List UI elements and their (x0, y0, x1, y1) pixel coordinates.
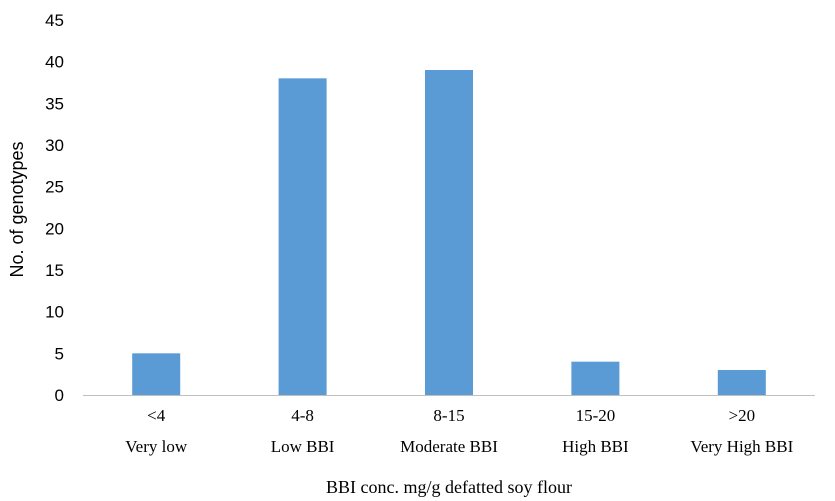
x-tick-label: 8-15 (433, 406, 464, 425)
bar (132, 353, 181, 395)
x-tick-label: High BBI (562, 437, 629, 456)
y-tick-label: 40 (45, 53, 64, 72)
y-tick-label: 25 (45, 178, 64, 197)
x-tick-label: 4-8 (291, 406, 314, 425)
x-tick-label: <4 (147, 406, 166, 425)
bars (132, 70, 766, 395)
x-tick-label: Very High BBI (690, 437, 793, 456)
x-tick-label: Low BBI (271, 437, 335, 456)
bar (717, 370, 766, 395)
y-axis-ticks: 0 5 10 15 20 25 30 35 40 45 (45, 11, 64, 405)
y-tick-label: 10 (45, 303, 64, 322)
bar (571, 361, 620, 395)
y-tick-label: 15 (45, 261, 64, 280)
x-axis-ticks: <4 Very low 4-8 Low BBI 8-15 Moderate BBI 15-2… (125, 406, 793, 456)
bar (425, 70, 473, 395)
y-tick-label: 45 (45, 11, 64, 30)
x-axis-label: BBI conc. mg/g defatted soy flour (326, 477, 572, 497)
y-tick-label: 20 (45, 219, 64, 238)
x-tick-label: 15-20 (576, 406, 616, 425)
y-axis-label: No. of genotypes (7, 141, 27, 277)
bar (278, 78, 327, 395)
x-tick-label: Moderate BBI (400, 437, 498, 456)
y-tick-label: 30 (45, 136, 64, 155)
y-tick-label: 5 (55, 344, 64, 363)
y-tick-label: 35 (45, 94, 64, 113)
y-tick-label: 0 (55, 386, 64, 405)
x-tick-label: >20 (729, 406, 756, 425)
x-tick-label: Very low (125, 437, 188, 456)
